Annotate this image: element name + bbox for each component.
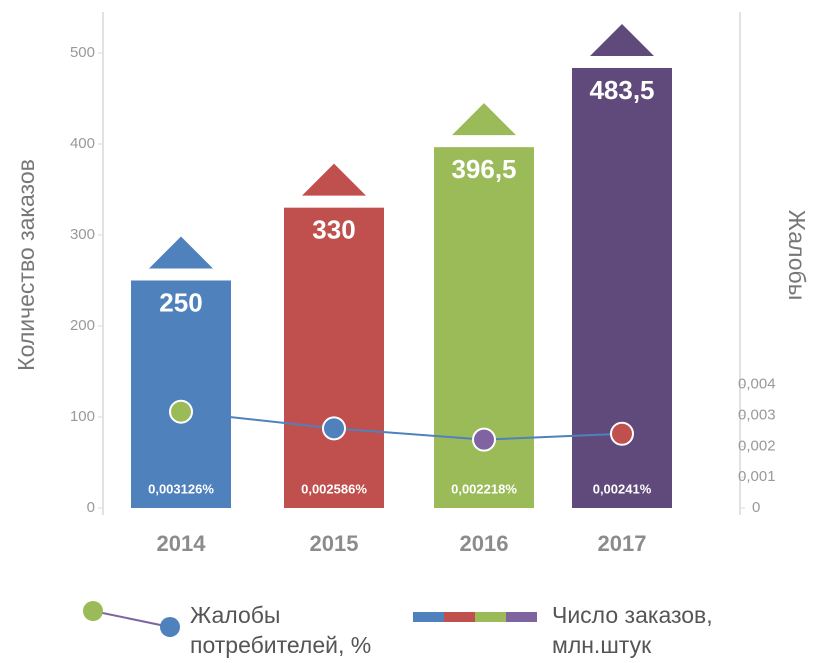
line-marker — [322, 416, 346, 441]
y2-tick-label: 0 — [752, 499, 760, 516]
y-tick-label: 0 — [87, 499, 95, 516]
bar-value-label: 396,5 — [451, 154, 516, 184]
bar — [284, 207, 384, 508]
y-tick-label: 200 — [70, 317, 95, 334]
x-tick-label: 2017 — [598, 531, 647, 556]
y2-tick-label: 0,004 — [738, 376, 776, 393]
bar-arrow — [302, 163, 366, 196]
legend-bar-symbol — [506, 612, 537, 622]
x-tick-label: 2014 — [157, 531, 207, 556]
bar-value-label: 250 — [159, 287, 202, 317]
y-axis-title: Количество заказов — [13, 159, 39, 371]
y-tick-label: 400 — [70, 135, 95, 152]
legend-bar-label: Число заказов, млн.штук — [552, 602, 713, 658]
bar — [434, 147, 534, 508]
line-value-label: 0,00241% — [593, 481, 652, 496]
bar-value-label: 483,5 — [589, 75, 654, 105]
line — [180, 410, 623, 441]
legend-bar-symbol — [475, 612, 506, 622]
line-marker — [169, 399, 193, 424]
legend-line-label: Жалобы потребителей, % — [190, 602, 372, 658]
line-marker — [610, 421, 634, 446]
legend-line-symbol — [83, 601, 103, 621]
y-tick-label: 300 — [70, 226, 95, 243]
x-tick-label: 2015 — [310, 531, 359, 556]
y2-axis-title: Жалобы — [784, 210, 810, 300]
y2-tick-label: 0,002 — [738, 437, 776, 454]
bar — [131, 280, 231, 508]
legend-bar-symbol — [413, 612, 444, 622]
legend-line-symbol — [92, 610, 171, 628]
y-tick-label: 100 — [70, 408, 95, 425]
bar-arrow — [590, 23, 654, 56]
y2-tick-label: 0,001 — [738, 468, 776, 485]
y-tick-label: 500 — [70, 44, 95, 61]
legend-line-symbol — [160, 617, 180, 637]
line-value-label: 0,003126% — [148, 481, 214, 496]
x-tick-label: 2016 — [460, 531, 509, 556]
bar-arrow — [452, 103, 516, 136]
y2-tick-label: 0,003 — [738, 407, 776, 424]
line-marker — [472, 427, 496, 452]
bar-arrow — [149, 236, 213, 269]
line-value-label: 0,002586% — [301, 481, 367, 496]
bar-value-label: 330 — [312, 215, 355, 245]
line-value-label: 0,002218% — [451, 481, 517, 496]
legend-bar-symbol — [444, 612, 475, 622]
